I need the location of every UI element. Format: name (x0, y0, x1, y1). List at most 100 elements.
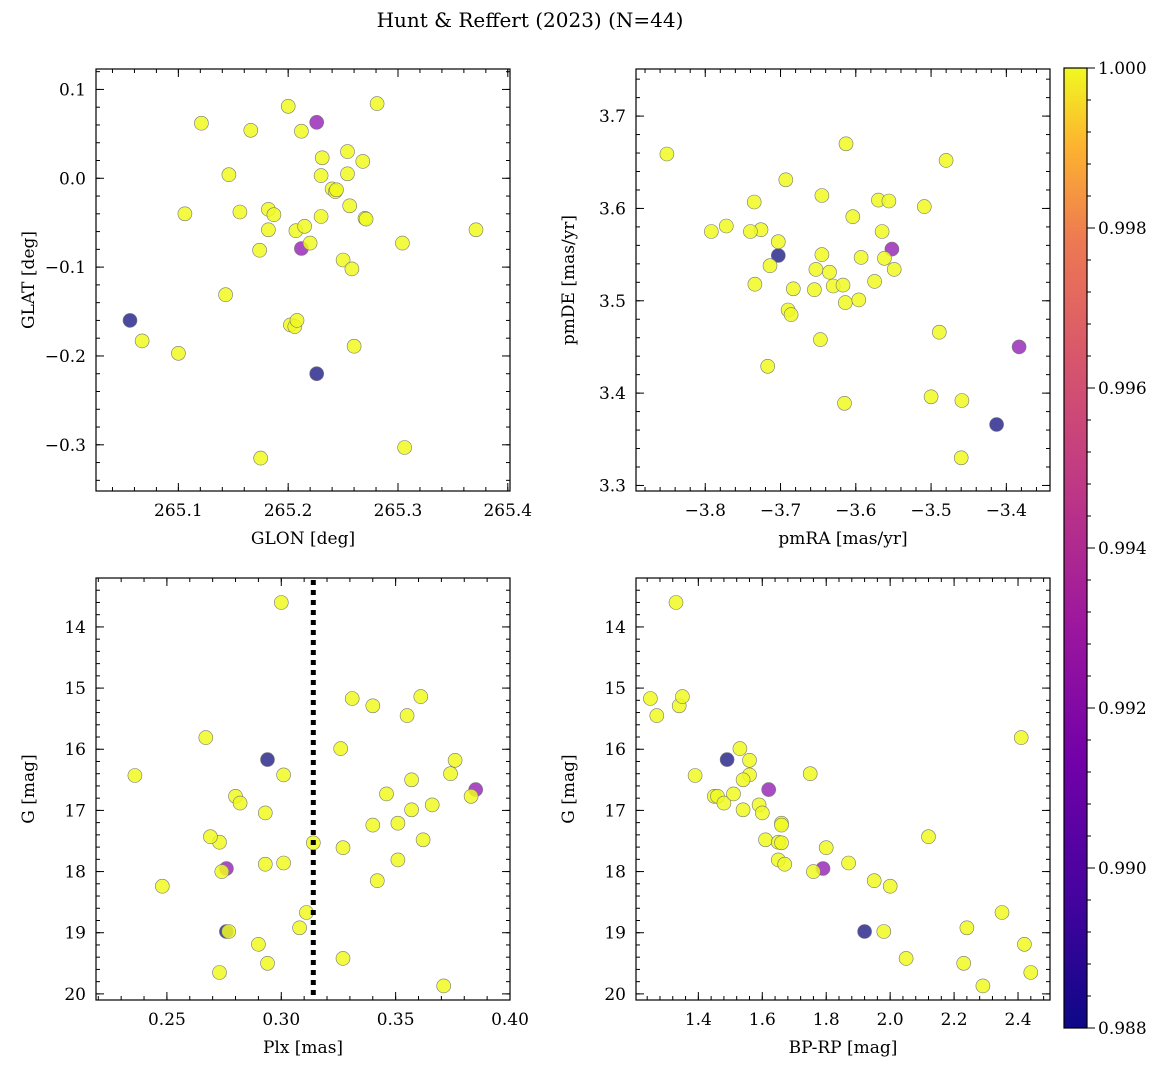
data-point (774, 817, 789, 833)
y-tick-label: 3.3 (599, 476, 626, 496)
data-point (675, 689, 690, 704)
data-point (194, 115, 209, 131)
data-point (260, 955, 275, 971)
data-point (344, 261, 360, 277)
data-point (959, 920, 975, 936)
data-point (365, 698, 381, 714)
data-point (808, 262, 824, 277)
y-tick-label: 3.5 (599, 292, 626, 312)
data-point (735, 772, 751, 788)
data-point (155, 878, 170, 894)
data-point (424, 797, 440, 813)
data-point (778, 172, 794, 188)
y-axis-label: G [mag] (559, 754, 579, 823)
data-point (358, 211, 374, 227)
y-tick-label: 17 (604, 801, 626, 821)
data-point (369, 873, 385, 889)
data-point (273, 595, 289, 610)
panel-cmd: 1.4 1.6 1.8 2.0 2.2 2.4 14 15 16 17 18 19 20 BP-RP [m… (559, 577, 1051, 1058)
data-point (122, 313, 138, 328)
y-tick-label: 19 (64, 924, 86, 944)
x-tick-label: −3.8 (685, 501, 726, 521)
data-point (294, 123, 309, 139)
data-point (761, 782, 777, 797)
data-point (297, 219, 312, 234)
y-axis-label: GLAT [deg] (19, 231, 39, 329)
data-point (253, 450, 269, 466)
data-point (954, 393, 970, 408)
data-point (851, 292, 867, 308)
data-point (463, 788, 479, 804)
data-point (243, 123, 259, 138)
data-point (874, 224, 890, 239)
data-point (340, 144, 355, 159)
data-point (436, 978, 452, 994)
data-point (214, 864, 230, 879)
x-tick-label: 2.2 (941, 1010, 968, 1030)
x-tick-label: 2.4 (1005, 1010, 1032, 1030)
data-point (841, 855, 856, 871)
data-point (198, 730, 214, 745)
x-tick-label: 265.3 (374, 501, 423, 521)
data-point (309, 366, 325, 382)
data-point (369, 96, 385, 111)
data-point (257, 856, 273, 872)
points-plx-g (127, 595, 484, 994)
data-point (762, 258, 778, 274)
data-point (390, 852, 406, 868)
x-tick-label: 265.2 (264, 501, 313, 521)
data-point (404, 802, 419, 818)
data-point (923, 389, 939, 405)
data-point (333, 741, 349, 756)
data-point (251, 936, 266, 952)
data-point (289, 313, 305, 328)
data-point (344, 691, 360, 706)
x-tick-label: 0.40 (491, 1010, 529, 1030)
points-cmd (643, 595, 1039, 994)
data-point (342, 198, 358, 214)
scatter-panels: 265.1 265.2 265.3 265.4 0.1 0.0 −0.1 −0.2 −0.3 GL… (19, 68, 1051, 1058)
x-tick-label: 0.25 (148, 1010, 186, 1030)
data-point (813, 332, 828, 347)
ticks-pm (636, 69, 1050, 491)
data-point (447, 752, 463, 768)
data-point (774, 835, 789, 851)
data-point (898, 951, 914, 966)
axes-frame (635, 68, 1051, 492)
panel-glon-glat: 265.1 265.2 265.3 265.4 0.1 0.0 −0.1 −0.2 −0.3 GL… (19, 68, 532, 549)
data-point (134, 333, 150, 349)
colorbar: 0.988 0.990 0.992 0.994 0.996 0.998 1.000 (1063, 59, 1147, 1039)
colorbar-tick-label: 0.998 (1098, 219, 1147, 239)
x-tick-label: 0.30 (262, 1010, 300, 1030)
y-tick-label: 20 (604, 985, 626, 1005)
data-point (732, 741, 748, 756)
y-tick-label: 3.4 (599, 384, 626, 404)
data-point (806, 864, 821, 879)
data-point (754, 805, 770, 821)
colorbar-gradient (1064, 68, 1087, 1028)
colorbar-tick-label: 0.994 (1098, 539, 1147, 559)
data-point (835, 277, 851, 293)
y-tick-label: 3.6 (599, 199, 626, 219)
data-point (649, 708, 665, 723)
data-point (853, 250, 869, 265)
y-tick-label: −0.2 (45, 347, 86, 367)
y-tick-label: 17 (64, 801, 86, 821)
x-axis-label: pmRA [mas/yr] (778, 529, 907, 549)
data-point (867, 274, 882, 289)
axes-frame (635, 577, 1051, 1001)
data-point (659, 146, 675, 162)
data-point (335, 252, 351, 268)
colorbar-tick-label: 0.990 (1098, 859, 1147, 879)
data-point (716, 795, 732, 811)
data-point (395, 235, 410, 251)
x-tick-label: 1.8 (813, 1010, 840, 1030)
data-point (355, 154, 371, 169)
axes-frame (95, 577, 511, 1001)
y-tick-label: −0.1 (45, 258, 86, 278)
data-point (814, 247, 830, 262)
data-point (882, 878, 898, 894)
y-axis-label: pmDE [mas/yr] (559, 215, 579, 345)
data-point (390, 815, 406, 831)
